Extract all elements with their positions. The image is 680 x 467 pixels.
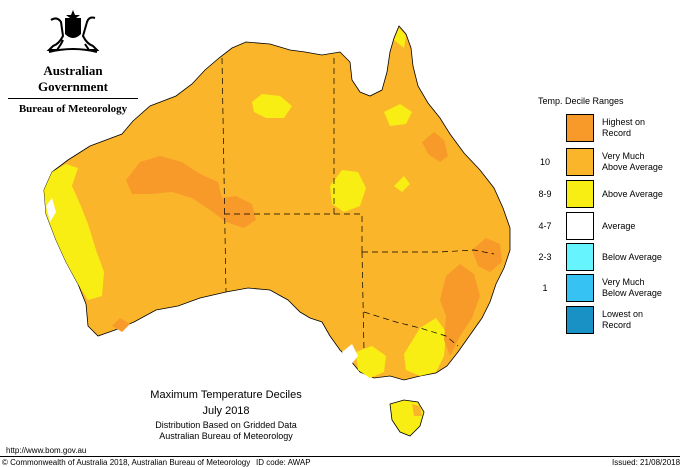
legend-label-line2: Record bbox=[602, 320, 632, 330]
nsw-east-highest-on-record bbox=[440, 264, 480, 356]
legend-swatch-very-much-above bbox=[566, 148, 594, 176]
legend-label: Very Much Above Average bbox=[602, 151, 678, 173]
tasmania-east-very-much-above bbox=[412, 404, 422, 416]
legend-label-line2: Above Average bbox=[602, 162, 663, 172]
sa-south-above-average bbox=[356, 346, 386, 378]
legend-label-line2: Record bbox=[602, 128, 632, 138]
legend-title: Temp. Decile Ranges bbox=[538, 96, 624, 106]
wa-south-highest-on-record bbox=[112, 318, 130, 332]
qld-central-above-average bbox=[330, 170, 366, 212]
footer-divider bbox=[0, 456, 680, 457]
sa-nsw-vic-border bbox=[361, 251, 365, 351]
central-band-highest-on-record bbox=[126, 156, 256, 228]
sa-average-patch bbox=[342, 344, 358, 366]
legend-row-above: 8-9 Above Average bbox=[528, 180, 678, 208]
copyright-text: © Commonwealth of Australia 2018, Austra… bbox=[2, 458, 251, 467]
map-title: Maximum Temperature Deciles bbox=[150, 389, 302, 401]
legend-row-lowest: Lowest on Record bbox=[528, 306, 678, 334]
issued-date: Issued: 21/08/2018 bbox=[612, 458, 680, 467]
legend-code: 4-7 bbox=[538, 221, 552, 231]
wa-west-coast-above-average bbox=[44, 164, 104, 300]
government-branding: Australian Government Bureau of Meteorol… bbox=[8, 10, 138, 115]
legend-label-line1: Very Much bbox=[602, 277, 645, 287]
id-code: ID code: AWAP bbox=[256, 458, 311, 467]
legend-label: Above Average bbox=[602, 189, 678, 200]
qld-east-highest-on-record bbox=[422, 132, 448, 162]
legend-label-line1: Very Much bbox=[602, 151, 645, 161]
map-method: Distribution Based on Gridded Data bbox=[155, 420, 297, 430]
legend-swatch-average bbox=[566, 212, 594, 240]
qld-coast-above-average bbox=[394, 176, 410, 192]
se-qld-highest-on-record bbox=[472, 238, 502, 272]
wa-average-patch bbox=[46, 198, 56, 222]
legend-code: 1 bbox=[542, 283, 548, 293]
sa-qld-border bbox=[334, 213, 363, 252]
wa-border bbox=[221, 57, 227, 293]
map-source: Australian Bureau of Meteorology bbox=[159, 431, 293, 441]
legend-label-line1: Below Average bbox=[602, 252, 662, 262]
coat-of-arms-kangaroo bbox=[46, 17, 65, 51]
state-borders bbox=[221, 57, 495, 351]
legend-swatch-highest bbox=[566, 114, 594, 142]
legend-label: Below Average bbox=[602, 252, 678, 263]
legend-label-line1: Highest on bbox=[602, 117, 646, 127]
legend-label-line1: Average bbox=[602, 221, 636, 231]
coat-of-arms-icon bbox=[46, 10, 100, 53]
coat-of-arms-shield bbox=[65, 18, 81, 38]
legend-label: Lowest on Record bbox=[602, 309, 678, 331]
legend-row-below: 2-3 Below Average bbox=[528, 243, 678, 271]
coat-of-arms-star bbox=[66, 10, 80, 22]
branding-divider bbox=[8, 98, 138, 99]
legend-row-very-much-below: 1 Very Much Below Average bbox=[528, 274, 678, 302]
nsw-vic-border bbox=[363, 311, 459, 347]
legend-row-average: 4-7 Average bbox=[528, 212, 678, 240]
cape-tip-above-average bbox=[394, 28, 406, 48]
coat-of-arms-scroll bbox=[48, 48, 98, 53]
qld-nsw-border bbox=[362, 249, 495, 255]
tasmania bbox=[389, 399, 425, 437]
legend-swatch-below bbox=[566, 243, 594, 271]
top-end-above-average bbox=[252, 94, 292, 118]
legend-label: Highest on Record bbox=[602, 117, 678, 139]
legend-row-very-much-above: 10 Very Much Above Average bbox=[528, 148, 678, 176]
legend-code: 2-3 bbox=[538, 252, 552, 262]
gov-name: Australian Government bbox=[37, 63, 109, 94]
legend-swatch-lowest bbox=[566, 306, 594, 334]
legend-label-line2: Below Average bbox=[602, 288, 662, 298]
legend-row-highest: Highest on Record bbox=[528, 114, 678, 142]
cape-york-above-average bbox=[384, 104, 412, 126]
legend-code: 10 bbox=[539, 157, 550, 167]
coat-of-arms-emu bbox=[81, 16, 100, 51]
legend-swatch-above bbox=[566, 180, 594, 208]
bom-website-link[interactable]: http://www.bom.gov.au bbox=[6, 446, 87, 455]
legend-label: Average bbox=[602, 221, 678, 232]
legend-label: Very Much Below Average bbox=[602, 277, 678, 299]
map-caption: Maximum Temperature Deciles July 2018 Di… bbox=[106, 389, 346, 441]
bureau-name: Bureau of Meteorology bbox=[18, 103, 128, 115]
map-period: July 2018 bbox=[202, 405, 250, 417]
legend-swatch-very-much-below bbox=[566, 274, 594, 302]
legend-label-line1: Above Average bbox=[602, 189, 663, 199]
legend-code: 8-9 bbox=[538, 189, 552, 199]
legend-label-line1: Lowest on bbox=[602, 309, 644, 319]
